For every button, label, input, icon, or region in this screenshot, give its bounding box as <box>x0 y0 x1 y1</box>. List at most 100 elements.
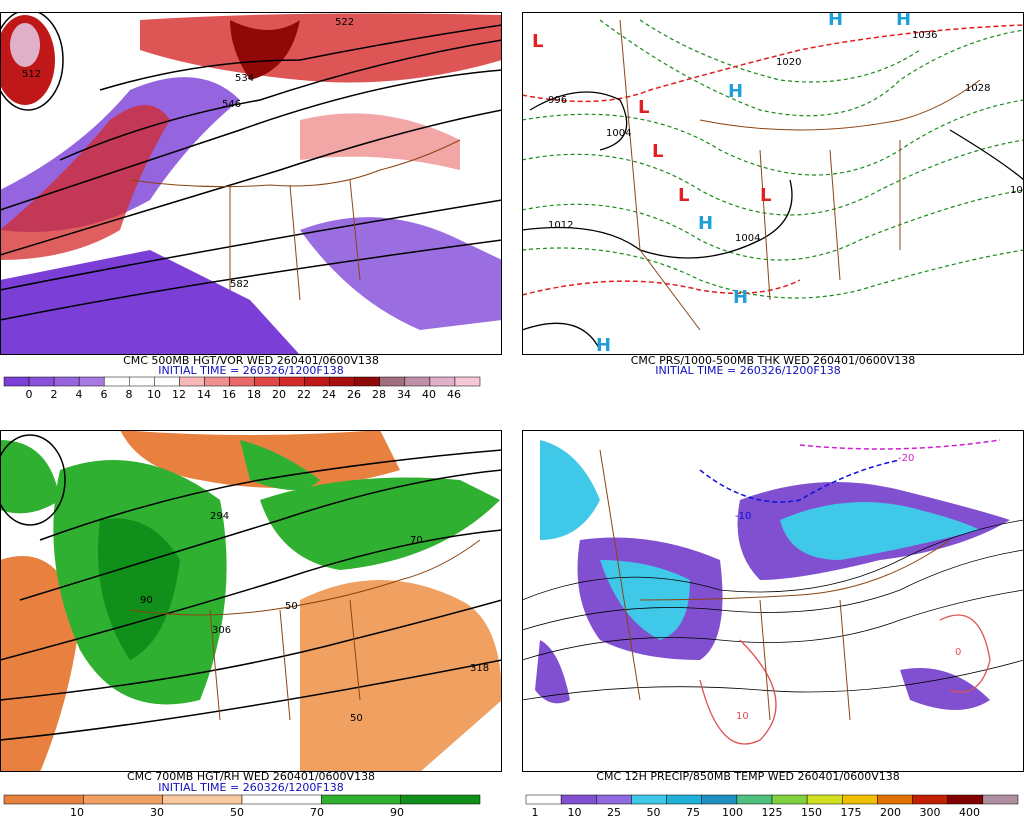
colorbar-label: 8 <box>126 388 133 401</box>
contour-label: 1004 <box>735 233 760 244</box>
colorbar-label: 4 <box>76 388 83 401</box>
colorbar-swatch <box>241 794 322 805</box>
colorbar-swatch <box>631 794 667 805</box>
panel-caption: CMC 700MB HGT/RH WED 260401/0600V138 <box>127 770 375 783</box>
contour-label: 522 <box>335 17 354 28</box>
panel-caption: CMC 12H PRECIP/850MB TEMP WED 260401/060… <box>596 770 899 783</box>
colorbar-swatch <box>404 376 431 387</box>
panel-caption: CMC PRS/1000-500MB THK WED 260401/0600V1… <box>631 354 916 367</box>
colorbar-swatch <box>982 794 1019 805</box>
map-pressure: 996 1004 1012 1004 1020 1036 1028 1028 L… <box>522 9 1024 356</box>
initial-time: INITIAL TIME = 260326/1200F138 <box>655 364 840 377</box>
contour-label: 1036 <box>912 30 937 41</box>
colorbar-label: 100 <box>722 806 743 819</box>
colorbar-swatch <box>400 794 481 805</box>
contour-label: 10 <box>736 711 749 722</box>
colorbar-label: 70 <box>310 806 324 819</box>
colorbar-label: 28 <box>372 388 386 401</box>
colorbar-swatch <box>129 376 155 387</box>
low-marker: L <box>638 97 649 118</box>
colorbar-label: 0 <box>26 388 33 401</box>
colorbar-swatch <box>78 376 105 387</box>
colorbar-swatch <box>304 376 330 387</box>
colorbar-label: 34 <box>397 388 411 401</box>
colorbar-swatch <box>83 794 163 805</box>
colorbar-swatch <box>736 794 773 805</box>
colorbar-label: 20 <box>272 388 286 401</box>
colorbar-label: 12 <box>172 388 186 401</box>
colorbar-swatch <box>842 794 878 805</box>
colorbar-label: 40 <box>422 388 436 401</box>
colorbar-swatch <box>596 794 632 805</box>
colorbar-label: 300 <box>920 806 941 819</box>
contour-label: 318 <box>470 663 489 674</box>
contour-label: 50 <box>285 601 298 612</box>
colorbar-label: 90 <box>390 806 404 819</box>
colorbar-label: 400 <box>959 806 980 819</box>
colorbar-swatch <box>379 376 406 387</box>
contour-label: 512 <box>22 69 41 80</box>
map-500mb: 522 534 546 512 582 <box>0 12 502 355</box>
contour-label: 50 <box>350 713 363 724</box>
colorbar-label: 14 <box>197 388 211 401</box>
contour-label: 0 <box>955 647 961 658</box>
contour-label: 1004 <box>606 128 631 139</box>
map-700mb: 294 306 318 50 90 50 70 <box>0 430 502 772</box>
high-marker: H <box>896 9 911 30</box>
colorbar-swatch <box>666 794 702 805</box>
colorbar-swatch <box>560 794 597 805</box>
colorbar-label: 46 <box>447 388 461 401</box>
high-marker: H <box>733 287 748 308</box>
contour-label: 582 <box>230 279 249 290</box>
colorbar-label: 26 <box>347 388 361 401</box>
colorbar-swatch <box>204 376 230 387</box>
colorbar-swatch <box>3 376 30 387</box>
colorbar-swatch <box>701 794 738 805</box>
colorbar-swatch <box>429 376 456 387</box>
colorbar-swatch <box>28 376 55 387</box>
colorbar-label: 50 <box>647 806 661 819</box>
contour-label: 294 <box>210 511 229 522</box>
colorbar-label: 50 <box>230 806 244 819</box>
colorbar-swatch <box>3 794 84 805</box>
colorbar-swatch <box>771 794 808 805</box>
contour-label: 1020 <box>776 57 801 68</box>
contour-label: 1012 <box>548 220 573 231</box>
colorbar-label: 10 <box>147 388 161 401</box>
colorbar-swatch <box>877 794 913 805</box>
colorbar-swatch <box>53 376 80 387</box>
contour-label: 1028 <box>1010 185 1024 196</box>
contour-label: -10 <box>735 511 751 522</box>
colorbar-swatch <box>525 794 562 805</box>
colorbar-label: 10 <box>568 806 582 819</box>
high-marker: H <box>596 335 611 356</box>
colorbar-label: 6 <box>101 388 108 401</box>
contour-label: 306 <box>212 625 231 636</box>
colorbar-swatch <box>229 376 255 387</box>
colorbar-swatch <box>454 376 481 387</box>
colorbar-swatch <box>806 794 843 805</box>
colorbar-label: 22 <box>297 388 311 401</box>
colorbar-swatch <box>354 376 381 387</box>
panel-caption: CMC 500MB HGT/VOR WED 260401/0600V138 <box>123 354 379 367</box>
low-marker: L <box>652 141 663 162</box>
contour-label: 534 <box>235 73 254 84</box>
contour-label: 996 <box>548 95 567 106</box>
high-marker: H <box>828 9 843 30</box>
colorbar-swatch <box>254 376 280 387</box>
map-frame <box>0 430 502 772</box>
initial-time: INITIAL TIME = 260326/1200F138 <box>158 781 343 794</box>
colorbar-label: 18 <box>247 388 261 401</box>
initial-time: INITIAL TIME = 260326/1200F138 <box>158 364 343 377</box>
colorbar-label: 16 <box>222 388 236 401</box>
map-frame <box>0 12 502 355</box>
contour-label: -20 <box>898 453 914 464</box>
contour-label: 1028 <box>965 83 990 94</box>
colorbar-label: 10 <box>70 806 84 819</box>
contour-label: 70 <box>410 535 423 546</box>
high-marker: H <box>728 81 743 102</box>
low-marker: L <box>760 185 771 206</box>
colorbar-swatch <box>162 794 243 805</box>
